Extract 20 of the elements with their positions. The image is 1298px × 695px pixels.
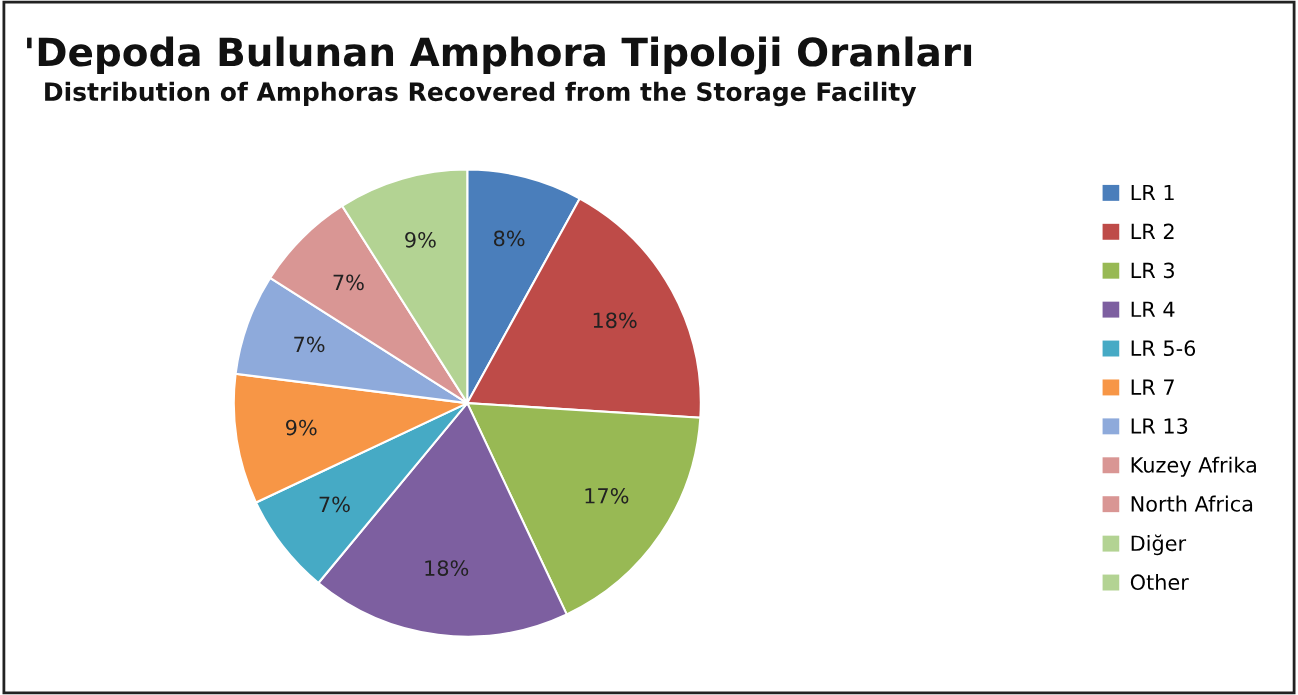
data-label: 9% (405, 231, 436, 248)
chart-subtitle: Distribution of Amphoras Recovered from the Storage Facility (45, 81, 917, 107)
data-label: 7% (294, 336, 325, 353)
data-label: 7% (319, 496, 350, 513)
data-label: 9% (286, 419, 317, 436)
legend-label: LR 1 (1131, 184, 1174, 201)
legend-label: Kuzey Afrika North Africa (1131, 456, 1256, 512)
legend-label: Diğer Other (1130, 534, 1189, 591)
legend-label: LR 7 (1131, 379, 1174, 395)
data-label: 18% (593, 312, 637, 329)
legend-label: LR 4 (1131, 301, 1175, 317)
data-label: 7% (333, 274, 364, 291)
data-label: 17% (585, 487, 629, 504)
legend-label: LR 2 (1131, 223, 1174, 240)
chart-title: 'Depoda Bulunan Amphora Tipoloji Oranları (27, 36, 972, 75)
legend-label: LR 13 (1131, 418, 1188, 434)
legend-label: LR 3 (1131, 262, 1174, 279)
data-label: 8% (493, 230, 525, 247)
data-label: 18% (425, 560, 469, 576)
legend-label: LR 5-6 (1131, 340, 1196, 357)
